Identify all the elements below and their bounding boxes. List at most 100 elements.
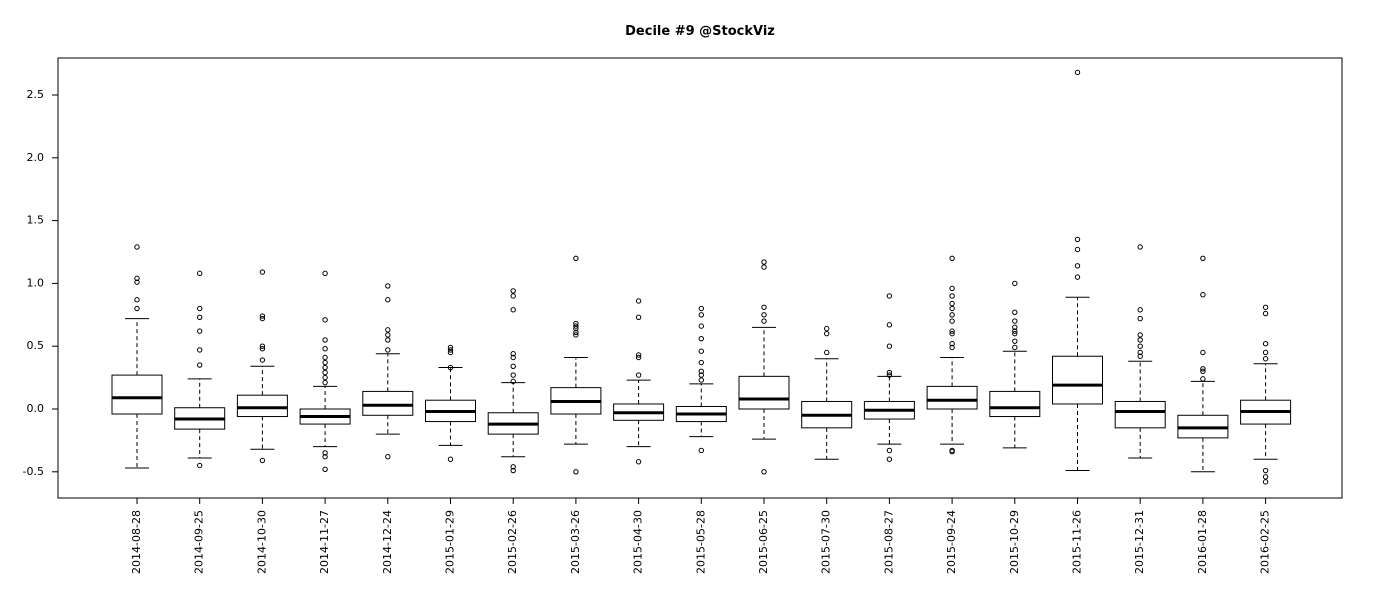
outlier-point bbox=[949, 312, 955, 318]
iqr-box bbox=[989, 390, 1041, 418]
outlier-point bbox=[259, 457, 266, 464]
outlier-point bbox=[1074, 274, 1081, 280]
iqr-box bbox=[236, 394, 288, 418]
x-tick-label: 2015-01-29 bbox=[444, 510, 457, 574]
outlier-point bbox=[1200, 255, 1206, 261]
outlier-point bbox=[824, 330, 830, 337]
outlier-point bbox=[698, 335, 704, 342]
outlier-point bbox=[510, 372, 516, 378]
outlier-point bbox=[385, 454, 391, 460]
outlier-point bbox=[1137, 244, 1143, 250]
y-tick-label: 2.0 bbox=[27, 151, 45, 164]
outlier-point bbox=[134, 279, 140, 285]
iqr-box bbox=[926, 385, 978, 410]
outlier-point bbox=[510, 354, 516, 361]
y-tick-label: 0.5 bbox=[27, 339, 45, 352]
x-tick-label: 2015-02-26 bbox=[506, 510, 519, 574]
x-tick-label: 2014-10-30 bbox=[255, 510, 268, 574]
outlier-point bbox=[1012, 324, 1018, 331]
outlier-point bbox=[886, 447, 893, 454]
x-tick-label: 2015-12-31 bbox=[1133, 510, 1146, 574]
outlier-point bbox=[949, 305, 955, 312]
y-tick-label: -0.5 bbox=[23, 465, 44, 478]
outlier-point bbox=[635, 298, 642, 304]
outlier-point bbox=[197, 462, 203, 469]
box-2015-04-30 bbox=[613, 298, 665, 465]
x-tick-label: 2015-03-26 bbox=[569, 510, 582, 574]
outlier-point bbox=[698, 372, 704, 378]
iqr-box bbox=[1052, 355, 1103, 405]
box-2015-11-26 bbox=[1052, 69, 1103, 472]
outlier-point bbox=[197, 362, 203, 368]
outlier-point bbox=[886, 369, 893, 376]
outlier-point bbox=[573, 329, 579, 336]
outlier-point bbox=[949, 285, 955, 292]
box-2014-11-27 bbox=[299, 270, 351, 472]
outlier-point bbox=[886, 343, 893, 349]
outlier-point bbox=[949, 328, 955, 334]
outlier-point bbox=[949, 330, 955, 337]
x-tick-label: 2014-11-27 bbox=[318, 510, 331, 574]
outlier-point bbox=[698, 312, 704, 318]
outlier-point bbox=[698, 368, 704, 375]
outlier-point bbox=[322, 450, 328, 456]
outlier-point bbox=[259, 343, 266, 349]
x-tick-label: 2014-09-25 bbox=[193, 510, 206, 574]
outlier-point bbox=[1200, 366, 1206, 372]
outlier-point bbox=[573, 323, 579, 329]
outlier-point bbox=[197, 314, 203, 321]
outlier-point bbox=[510, 464, 516, 470]
outlier-point bbox=[259, 357, 266, 363]
outlier-point bbox=[322, 346, 328, 352]
outlier-point bbox=[1012, 328, 1018, 334]
x-tick-label: 2015-06-25 bbox=[757, 510, 770, 574]
x-tick-label: 2016-01-28 bbox=[1196, 510, 1209, 574]
outlier-point bbox=[635, 314, 642, 321]
outlier-point bbox=[635, 354, 642, 361]
x-tick-label: 2015-08-27 bbox=[882, 510, 895, 574]
outlier-point bbox=[510, 351, 516, 357]
outlier-point bbox=[1262, 349, 1269, 356]
outlier-point bbox=[1262, 304, 1269, 310]
outlier-point bbox=[385, 297, 391, 303]
outlier-point bbox=[447, 364, 454, 371]
outlier-point bbox=[1137, 332, 1143, 338]
plot-frame bbox=[57, 57, 1343, 499]
y-tick-label: 1.0 bbox=[27, 276, 45, 289]
box-2015-07-30 bbox=[801, 325, 853, 460]
outlier-point bbox=[322, 454, 328, 460]
outlier-point bbox=[949, 293, 955, 299]
outlier-point bbox=[824, 325, 830, 332]
x-tick-label: 2015-10-29 bbox=[1008, 510, 1021, 574]
outlier-point bbox=[322, 369, 328, 376]
outlier-point bbox=[886, 322, 893, 328]
outlier-point bbox=[1262, 356, 1269, 362]
outlier-point bbox=[322, 317, 328, 323]
outlier-point bbox=[949, 300, 955, 307]
box-2016-02-25 bbox=[1240, 304, 1292, 485]
outlier-point bbox=[134, 244, 140, 250]
outlier-point bbox=[949, 255, 955, 261]
outlier-point bbox=[510, 363, 516, 369]
outlier-point bbox=[1262, 340, 1269, 347]
boxes-layer bbox=[111, 69, 1292, 485]
outlier-point bbox=[573, 320, 579, 327]
x-tick-label: 2015-04-30 bbox=[632, 510, 645, 574]
outlier-point bbox=[197, 347, 203, 353]
outlier-point bbox=[761, 469, 767, 475]
outlier-point bbox=[761, 304, 767, 310]
outlier-point bbox=[1074, 236, 1081, 243]
outlier-point bbox=[385, 283, 391, 289]
outlier-point bbox=[1200, 376, 1206, 382]
outlier-point bbox=[322, 354, 328, 361]
outlier-point bbox=[1262, 467, 1269, 474]
outlier-point bbox=[1012, 309, 1018, 315]
outlier-point bbox=[134, 305, 140, 312]
box-2015-10-29 bbox=[989, 280, 1041, 449]
outlier-point bbox=[134, 275, 140, 282]
outlier-point bbox=[635, 459, 642, 465]
outlier-point bbox=[510, 467, 516, 474]
outlier-point bbox=[635, 352, 642, 358]
outlier-point bbox=[510, 288, 516, 294]
